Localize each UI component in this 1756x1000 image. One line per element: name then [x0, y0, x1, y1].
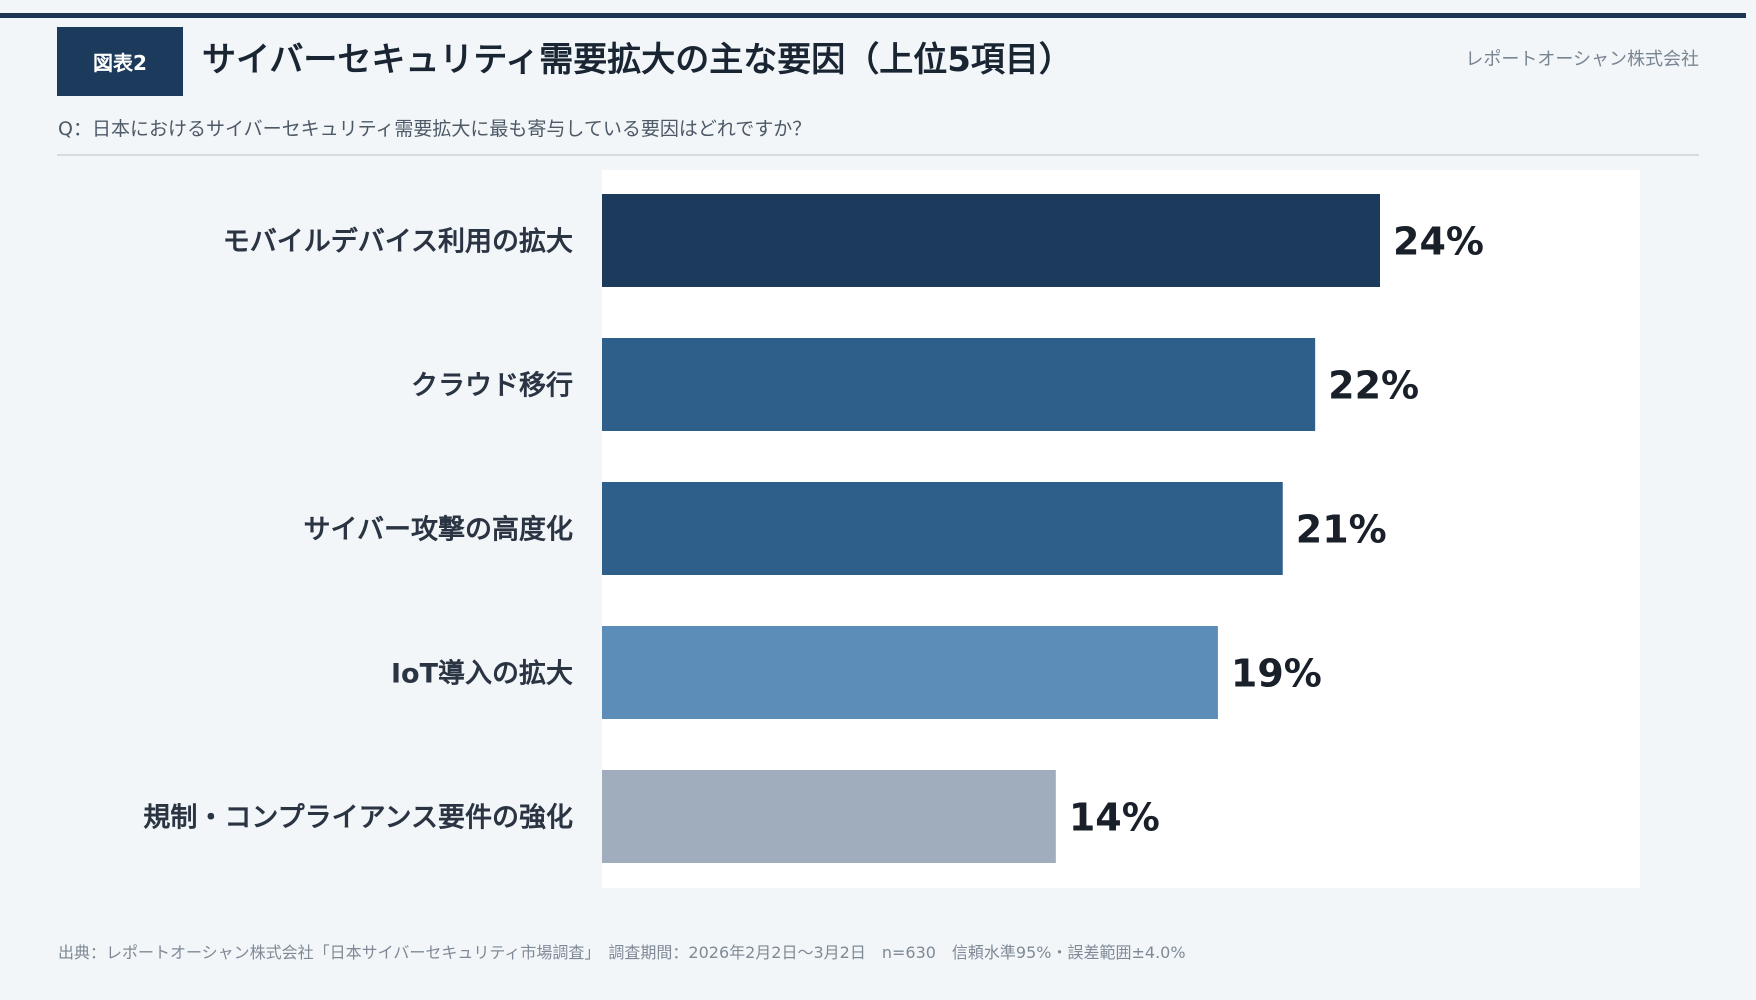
- top-rule: [0, 13, 1746, 18]
- value-label: 19%: [1231, 652, 1322, 696]
- value-label: 21%: [1296, 508, 1387, 552]
- bar-5: [602, 770, 1056, 863]
- value-label: 24%: [1393, 220, 1484, 264]
- category-label: 規制・コンプライアンス要件の強化: [143, 803, 573, 834]
- divider: [57, 154, 1699, 156]
- source-note: 出典：レポートオーシャン株式会社「日本サイバーセキュリティ市場調査」 調査期間：…: [58, 943, 1186, 962]
- figure-badge: 図表2: [57, 27, 183, 96]
- chart-title: サイバーセキュリティ需要拡大の主な要因（上位5項目）: [202, 40, 1073, 80]
- bar-3: [602, 482, 1283, 575]
- survey-question: Q：日本におけるサイバーセキュリティ需要拡大に最も寄与している要因はどれですか？: [58, 118, 812, 140]
- category-label: クラウド移行: [411, 370, 573, 402]
- category-label: モバイルデバイス利用の拡大: [223, 226, 573, 258]
- value-label: 22%: [1328, 364, 1419, 408]
- bar-2: [602, 338, 1316, 431]
- category-label: IoT導入の拡大: [391, 658, 573, 690]
- bar-1: [602, 194, 1380, 287]
- bar-4: [602, 626, 1218, 719]
- company-name: レポートオーシャン株式会社: [1465, 49, 1699, 70]
- category-label: サイバー攻撃の高度化: [304, 514, 573, 546]
- value-label: 14%: [1069, 796, 1160, 840]
